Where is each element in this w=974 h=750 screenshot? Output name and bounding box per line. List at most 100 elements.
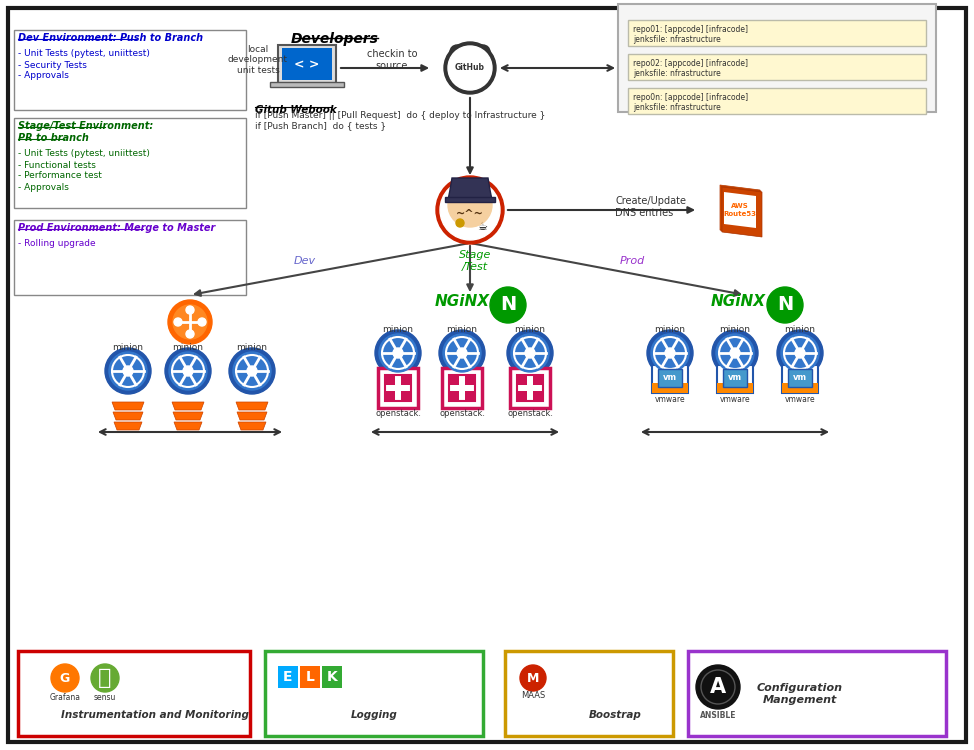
FancyBboxPatch shape: [652, 383, 688, 393]
Text: minion: minion: [172, 344, 204, 352]
Circle shape: [168, 300, 212, 344]
Text: Create/Update
DNS entries: Create/Update DNS entries: [615, 196, 686, 217]
FancyBboxPatch shape: [517, 375, 543, 401]
Polygon shape: [721, 186, 761, 236]
Text: MAAS: MAAS: [521, 692, 545, 700]
Text: openstack.: openstack.: [507, 409, 553, 418]
FancyBboxPatch shape: [278, 45, 336, 83]
Text: if [Push Branch]  do { tests }: if [Push Branch] do { tests }: [255, 122, 386, 130]
Circle shape: [520, 665, 546, 691]
Circle shape: [186, 306, 194, 314]
Text: repo01: [appcode] [infracode]: repo01: [appcode] [infracode]: [633, 26, 748, 34]
Text: vm: vm: [793, 374, 807, 382]
Text: Configuration
Mangement: Configuration Mangement: [757, 683, 843, 705]
Text: repo0n: [appcode] [infracode]: repo0n: [appcode] [infracode]: [633, 94, 748, 103]
Text: G: G: [59, 671, 70, 685]
Circle shape: [448, 46, 492, 90]
Circle shape: [456, 219, 464, 227]
Text: ⌒: ⌒: [98, 668, 112, 688]
Circle shape: [476, 45, 490, 59]
FancyBboxPatch shape: [510, 368, 550, 408]
FancyBboxPatch shape: [278, 666, 298, 688]
Circle shape: [511, 334, 549, 372]
Circle shape: [781, 334, 819, 372]
Text: repo02: [appcode] [infracode]: repo02: [appcode] [infracode]: [633, 59, 748, 68]
Polygon shape: [448, 178, 492, 200]
Text: minion: minion: [514, 326, 545, 334]
Circle shape: [730, 348, 740, 358]
FancyBboxPatch shape: [385, 375, 395, 385]
Text: minion: minion: [113, 344, 143, 352]
Circle shape: [436, 176, 504, 244]
Circle shape: [767, 287, 803, 323]
FancyBboxPatch shape: [688, 651, 946, 736]
Text: minion: minion: [784, 326, 815, 334]
FancyBboxPatch shape: [517, 391, 527, 401]
Text: M: M: [527, 671, 540, 685]
Text: Dev Environment: Push to Branch: Dev Environment: Push to Branch: [18, 33, 204, 43]
Text: ☕: ☕: [477, 222, 487, 232]
FancyBboxPatch shape: [442, 368, 482, 408]
Text: ~^~: ~^~: [456, 209, 484, 219]
Circle shape: [701, 670, 735, 704]
Polygon shape: [237, 412, 267, 420]
FancyBboxPatch shape: [782, 383, 818, 393]
Text: Stage/Test Environment:: Stage/Test Environment:: [18, 121, 153, 131]
Text: vm: vm: [728, 374, 742, 382]
Text: Gitub Webook: Gitub Webook: [255, 105, 337, 115]
Circle shape: [696, 665, 740, 709]
Text: NGiNX: NGiNX: [434, 295, 490, 310]
Text: sensu: sensu: [94, 692, 116, 701]
FancyBboxPatch shape: [401, 391, 411, 401]
Circle shape: [174, 318, 182, 326]
FancyBboxPatch shape: [782, 365, 818, 393]
FancyBboxPatch shape: [378, 368, 418, 408]
Polygon shape: [722, 187, 762, 237]
Circle shape: [647, 330, 693, 376]
FancyBboxPatch shape: [265, 651, 483, 736]
Polygon shape: [724, 192, 756, 228]
Circle shape: [440, 180, 500, 240]
FancyBboxPatch shape: [465, 391, 475, 401]
Circle shape: [665, 348, 675, 358]
Text: - Unit Tests (pytest, uniittest): - Unit Tests (pytest, uniittest): [18, 50, 150, 58]
Text: minion: minion: [720, 326, 751, 334]
Text: Dev: Dev: [294, 256, 316, 266]
Circle shape: [393, 348, 403, 358]
Circle shape: [165, 348, 211, 394]
Circle shape: [105, 348, 151, 394]
Polygon shape: [236, 402, 268, 410]
Text: < >: < >: [294, 58, 319, 70]
Text: AWS
Route53: AWS Route53: [724, 203, 757, 217]
Text: local
development
unit tests: local development unit tests: [228, 45, 288, 75]
Text: E: E: [283, 670, 293, 684]
Text: ANSIBLE: ANSIBLE: [699, 710, 736, 719]
FancyBboxPatch shape: [449, 375, 475, 401]
Circle shape: [173, 305, 207, 339]
FancyBboxPatch shape: [723, 369, 747, 387]
FancyBboxPatch shape: [628, 20, 926, 46]
FancyBboxPatch shape: [533, 391, 543, 401]
FancyBboxPatch shape: [270, 82, 344, 87]
Polygon shape: [720, 185, 760, 235]
FancyBboxPatch shape: [18, 651, 250, 736]
Circle shape: [439, 330, 485, 376]
Text: K: K: [326, 670, 337, 684]
FancyBboxPatch shape: [322, 666, 342, 688]
Polygon shape: [172, 402, 204, 410]
Circle shape: [443, 334, 481, 372]
Circle shape: [247, 366, 257, 376]
Text: N: N: [500, 296, 516, 314]
FancyBboxPatch shape: [652, 365, 688, 393]
Text: A: A: [710, 677, 726, 697]
Text: - Rolling upgrade: - Rolling upgrade: [18, 239, 95, 248]
Text: Boostrap: Boostrap: [588, 710, 641, 720]
Text: minion: minion: [446, 326, 477, 334]
Circle shape: [183, 366, 193, 376]
Text: - Approvals: - Approvals: [18, 182, 69, 191]
Polygon shape: [113, 412, 143, 420]
Text: vmware: vmware: [655, 395, 686, 404]
FancyBboxPatch shape: [465, 375, 475, 385]
FancyBboxPatch shape: [717, 383, 753, 393]
Circle shape: [233, 352, 271, 390]
